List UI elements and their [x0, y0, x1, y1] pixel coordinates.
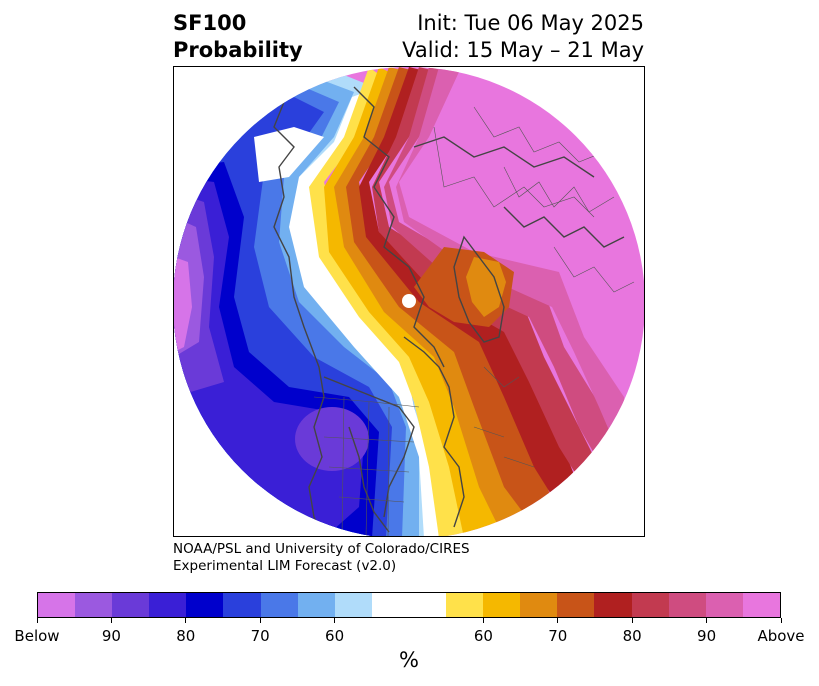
colorbar-tick [557, 618, 559, 623]
colorbar-segment [557, 593, 595, 617]
colorbar-tick-label: 60 [473, 627, 493, 645]
colorbar-tick [185, 618, 187, 623]
colorbar-segment [297, 593, 335, 617]
colorbar-segment [446, 593, 484, 617]
colorbar-segment [520, 593, 558, 617]
colorbar-tick-label: 90 [697, 627, 717, 645]
map-region-above-90 [396, 67, 629, 442]
colorbar-tick [631, 618, 633, 623]
credit-line-1: NOAA/PSL and University of Colorado/CIRE… [173, 541, 470, 557]
map-region-below-85-pacific [295, 407, 369, 471]
colorbar-tick-label: 80 [176, 627, 196, 645]
colorbar-tick-label: 70 [548, 627, 568, 645]
colorbar-segment [112, 593, 150, 617]
colorbar-tick-label: Below [14, 627, 60, 645]
colorbar-tick [780, 618, 782, 623]
title-right: Init: Tue 06 May 2025 Valid: 15 May – 21… [402, 10, 644, 64]
colorbar-segment [594, 593, 632, 617]
colorbar-segment [631, 593, 669, 617]
valid-range: Valid: 15 May – 21 May [402, 38, 644, 62]
colorbar-segment [705, 593, 743, 617]
colorbar-tick-label: 70 [250, 627, 270, 645]
colorbar-segment [186, 593, 224, 617]
colorbar-segment [75, 593, 113, 617]
colorbar-segment [668, 593, 706, 617]
credit-line-2: Experimental LIM Forecast (v2.0) [173, 558, 397, 574]
colorbar-units: % [399, 648, 419, 672]
political-borders [313, 106, 635, 536]
colorbar-segment [260, 593, 298, 617]
map-region-above-55 [309, 67, 474, 536]
colorbar-segment [483, 593, 521, 617]
colorbar-tick-label: Above [757, 627, 805, 645]
colorbar-segment [742, 593, 780, 617]
colorbar-tick-label: 60 [325, 627, 345, 645]
colorbar-tick [36, 618, 38, 623]
title-product: Probability [173, 38, 303, 62]
colorbar-tick [334, 618, 336, 623]
colorbar-segment [38, 593, 76, 617]
init-date: Init: Tue 06 May 2025 [417, 11, 644, 35]
polar-map [173, 66, 645, 537]
map-region-below-low [174, 257, 192, 352]
coastlines [268, 86, 625, 536]
colorbar-tick [706, 618, 708, 623]
map-region-above-85 [384, 67, 614, 462]
colorbar-tick [482, 618, 484, 623]
colorbar-segment [149, 593, 187, 617]
colorbar [37, 592, 781, 618]
colorbar-segment [408, 593, 447, 617]
title-left: SF100 Probability [173, 10, 303, 64]
colorbar-tick [110, 618, 112, 623]
title-variable: SF100 [173, 11, 247, 35]
map-region-above-65-core [466, 257, 506, 317]
colorbar-segment [334, 593, 372, 617]
north-pole-marker [402, 294, 416, 308]
colorbar-tick-label: 90 [101, 627, 121, 645]
credit: NOAA/PSL and University of Colorado/CIRE… [173, 541, 470, 575]
colorbar-tick-label: 80 [622, 627, 642, 645]
colorbar-segment [223, 593, 261, 617]
probability-map-svg [174, 67, 644, 536]
colorbar-tick [259, 618, 261, 623]
colorbar-segment [371, 593, 409, 617]
